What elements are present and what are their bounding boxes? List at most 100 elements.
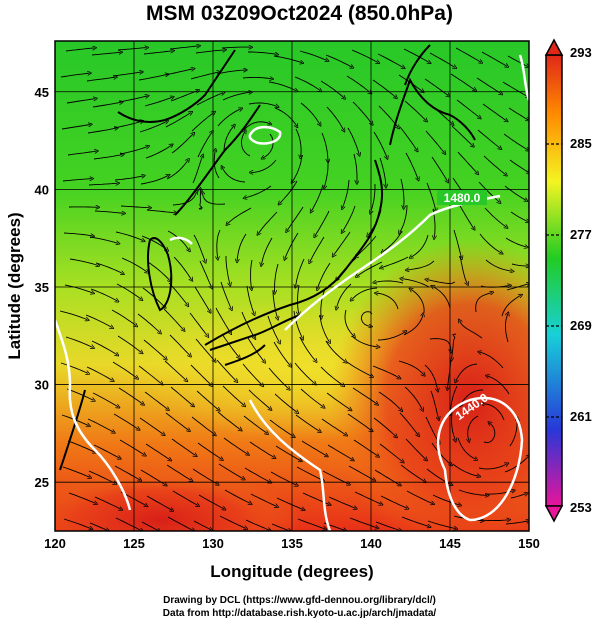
streamline: [251, 259, 252, 289]
streamline: [202, 193, 226, 205]
streamline: [169, 46, 199, 50]
streamline: [399, 126, 417, 150]
streamline: [276, 497, 303, 510]
streamline: [448, 359, 452, 389]
y-tick-label: 45: [35, 85, 49, 100]
streamline: [348, 465, 374, 480]
streamline: [139, 417, 164, 434]
streamline: [320, 366, 343, 385]
streamline: [63, 518, 91, 529]
streamline: [478, 464, 507, 470]
streamline: [300, 388, 324, 407]
streamline: [164, 360, 186, 380]
streamline: [347, 127, 359, 155]
streamline: [224, 489, 250, 504]
streamline: [227, 207, 252, 224]
colorbar-tick-label: 253: [570, 500, 592, 515]
streamline: [192, 156, 203, 184]
streamline: [89, 236, 118, 243]
streamline: [380, 495, 407, 508]
y-tick-labels: 25 30 35 40 45: [35, 85, 49, 490]
streamline: [189, 312, 208, 336]
streamline: [378, 391, 401, 410]
streamline: [403, 48, 429, 63]
streamline: [511, 263, 528, 266]
streamline: [271, 523, 290, 531]
streamline: [243, 122, 270, 131]
streamline: [274, 107, 297, 126]
streamline: [165, 113, 191, 128]
streamline: [320, 80, 344, 98]
streamline: [325, 54, 352, 67]
streamline: [242, 77, 272, 78]
colorbar-tick-label: 293: [570, 45, 592, 60]
streamline: [143, 51, 173, 55]
streamline: [59, 310, 87, 320]
streamline: [457, 151, 477, 173]
streamline: [510, 494, 526, 499]
streamline: [69, 258, 98, 265]
streamline: [430, 390, 439, 419]
streamline: [60, 73, 90, 78]
streamline: [352, 101, 372, 124]
streamline: [402, 279, 430, 288]
streamline: [321, 418, 346, 435]
streamline: [326, 392, 350, 410]
streamline: [113, 121, 142, 129]
streamline: [407, 260, 435, 270]
streamline: [275, 263, 279, 293]
streamline: [66, 99, 96, 104]
streamline: [482, 103, 507, 121]
streamline: [198, 494, 224, 509]
streamline: [171, 134, 193, 154]
streamline: [62, 466, 90, 477]
streamline: [373, 131, 387, 158]
streamline: [429, 338, 451, 352]
streamline: [318, 262, 331, 289]
streamline: [483, 423, 496, 444]
streamline: [66, 388, 94, 400]
y-tick-label: 35: [35, 280, 49, 295]
streamline: [424, 78, 449, 96]
streamline: [337, 283, 352, 308]
streamline: [172, 490, 198, 506]
streamline: [92, 102, 121, 108]
streamline: [295, 414, 320, 431]
streamline: [68, 492, 96, 504]
x-tick-labels: 120 125 130 135 140 145 150: [44, 536, 540, 551]
streamline: [483, 155, 506, 175]
streamline: [371, 184, 376, 212]
streamline: [375, 521, 400, 531]
streamline: [196, 390, 219, 410]
x-axis-label: Longitude (degrees): [210, 562, 373, 581]
streamline: [217, 229, 221, 258]
streamline: [425, 416, 439, 443]
streamline: [170, 91, 198, 102]
streamline: [347, 413, 372, 431]
streamline: [117, 335, 142, 353]
streamline: [193, 520, 211, 530]
streamline: [86, 366, 113, 380]
streamline: [249, 441, 274, 458]
streamline: [450, 385, 458, 414]
streamline: [353, 439, 378, 456]
streamline: [147, 261, 170, 281]
streamline: [321, 132, 328, 161]
streamline: [88, 470, 115, 483]
streamline: [138, 75, 167, 81]
streamline: [268, 81, 296, 91]
streamline: [141, 521, 159, 531]
streamline: [219, 515, 246, 529]
streamline: [379, 157, 386, 186]
streamline: [168, 282, 188, 305]
streamline: [248, 102, 277, 107]
streamline: [171, 438, 196, 456]
streamline: [401, 516, 429, 527]
streamline: [270, 471, 297, 485]
streamline: [405, 438, 426, 460]
streamline: [166, 464, 191, 480]
streamline: [137, 313, 160, 333]
streamline: [383, 230, 403, 252]
streamline: [222, 92, 251, 101]
streamline: [327, 444, 353, 460]
